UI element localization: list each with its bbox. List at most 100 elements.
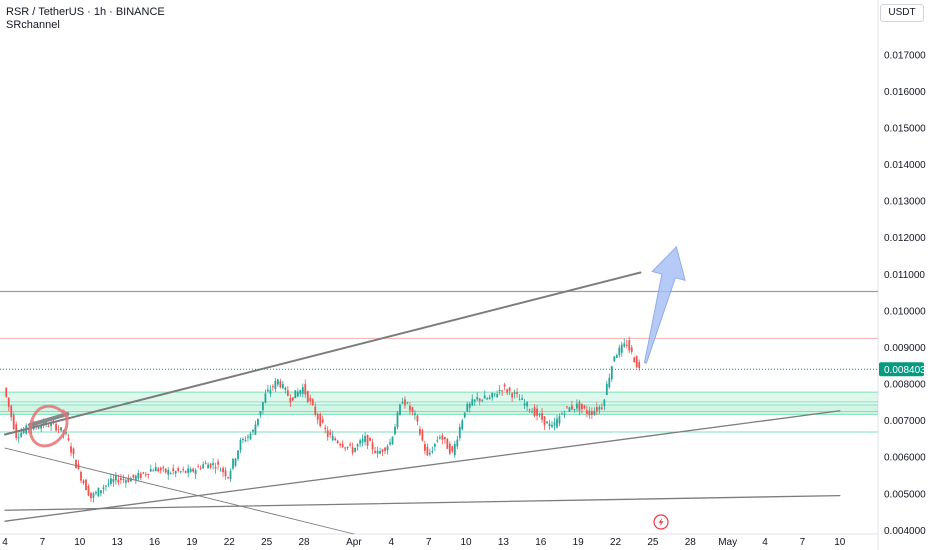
lightning-icon[interactable] [653, 514, 669, 530]
candle-body [374, 450, 376, 453]
x-axis-tick-label: 7 [40, 537, 46, 548]
candle-body [139, 473, 142, 479]
last-price-box [879, 362, 924, 377]
candle-body [369, 437, 371, 441]
candle-body [394, 426, 396, 435]
x-axis-tick-label: 4 [762, 537, 768, 548]
x-axis-tick-label: 19 [186, 537, 198, 548]
indicator-name[interactable]: SRchannel [6, 19, 60, 31]
candle-body [633, 357, 636, 363]
x-axis-tick-label: 25 [261, 537, 273, 548]
candle-body [543, 416, 546, 426]
candle-body [242, 438, 244, 440]
candle-body [556, 418, 558, 428]
candle-body [548, 423, 551, 427]
x-axis-tick-label: May [718, 537, 737, 548]
candle-body [424, 443, 426, 451]
y-axis-tick-label: 0.010000 [884, 306, 926, 317]
candle-body [232, 458, 234, 469]
currency-button[interactable]: USDT [880, 4, 924, 22]
candle-body [359, 440, 362, 444]
candle-body [523, 403, 526, 406]
candle-body [376, 450, 379, 454]
y-axis-tick-label: 0.006000 [884, 453, 926, 464]
candle-body [590, 411, 593, 415]
candle-body [451, 446, 454, 452]
x-axis-tick-label: 13 [498, 537, 510, 548]
candle-body [468, 403, 471, 408]
candle-body [571, 405, 573, 410]
candle-body [448, 443, 451, 454]
candle-body [20, 432, 23, 437]
candle-body [546, 421, 548, 424]
candle-body [441, 435, 444, 440]
candle-body [222, 467, 224, 473]
y-axis-tick-label: 0.013000 [884, 197, 926, 208]
candle-body [401, 402, 404, 404]
candle-body [264, 393, 267, 403]
y-axis-tick-label: 0.014000 [884, 160, 926, 171]
candle-body [314, 406, 317, 415]
x-axis-tick-label: 28 [685, 537, 697, 548]
candle-body [42, 420, 45, 426]
candle-body [463, 412, 466, 418]
candle-body [50, 422, 53, 427]
candle-body [576, 403, 578, 409]
candle-body [299, 390, 302, 395]
candle-body [384, 447, 386, 451]
candle-body [563, 413, 566, 415]
candle-body [411, 407, 414, 412]
candle-body [286, 390, 289, 396]
candle-body [533, 407, 536, 417]
candle-body [117, 479, 120, 483]
candle-body [486, 398, 489, 400]
candle-body [100, 490, 102, 494]
candle-body [184, 470, 187, 473]
symbol-title[interactable]: RSR / TetherUS · 1h · BINANCE [6, 6, 165, 18]
y-axis-tick-label: 0.005000 [884, 489, 926, 500]
candle-body [289, 397, 292, 403]
candle-body [573, 409, 576, 411]
candle-body [296, 391, 299, 397]
candle-body [341, 443, 344, 448]
candle-body [224, 470, 227, 477]
candle-body [366, 435, 369, 446]
candle-body [346, 446, 349, 448]
candle-body [189, 468, 192, 473]
candle-body [192, 468, 195, 472]
candle-body [60, 427, 62, 431]
candle-body [334, 438, 337, 441]
candle-body [598, 407, 601, 410]
candle-body [80, 471, 82, 481]
candle-body [127, 477, 130, 482]
candle-body [57, 428, 60, 430]
candle-body [82, 480, 85, 484]
candle-body [152, 470, 155, 472]
candle-body [638, 362, 641, 369]
candle-body [628, 340, 631, 351]
candle-body [503, 384, 506, 387]
candle-body [157, 468, 160, 472]
candle-body [7, 397, 10, 407]
candle-body [456, 439, 459, 447]
candle-body [105, 485, 107, 487]
candle-body [40, 424, 43, 429]
candle-body [458, 426, 461, 439]
candle-body [65, 432, 67, 434]
candle-body [321, 419, 324, 423]
candle-body [269, 390, 272, 394]
candle-body [169, 473, 172, 475]
candle-body [610, 366, 613, 380]
candle-body [187, 468, 190, 473]
candle-body [396, 412, 399, 428]
candle-body [22, 430, 25, 433]
candle-body [414, 413, 416, 416]
candle-body [426, 446, 429, 456]
candle-body [284, 387, 287, 390]
x-axis-tick-label: 4 [388, 537, 394, 548]
candle-body [618, 347, 621, 356]
candle-body [95, 491, 97, 494]
candle-body [75, 459, 77, 469]
candle-body [404, 399, 406, 406]
